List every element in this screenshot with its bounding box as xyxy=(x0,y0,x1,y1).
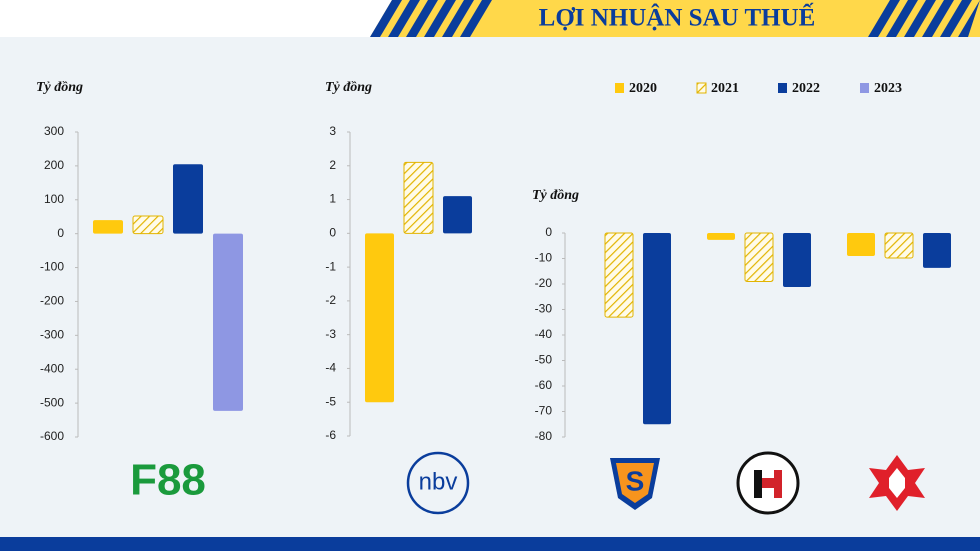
y-tick-label: -2 xyxy=(325,293,336,307)
logo-star xyxy=(869,455,925,511)
legend-label: 2022 xyxy=(792,81,820,96)
y-tick-label: 0 xyxy=(57,226,64,240)
bar xyxy=(707,233,735,240)
y-tick-label: 2 xyxy=(329,158,336,172)
y-tick-label: -50 xyxy=(535,353,553,367)
y-tick-label: -500 xyxy=(40,395,64,409)
bar xyxy=(173,164,203,234)
y-tick-label: -40 xyxy=(535,327,553,341)
y-tick-label: -3 xyxy=(325,327,336,341)
y-axis-label: Tỷ đồng xyxy=(325,80,372,95)
legend-swatch xyxy=(860,83,869,93)
title-band xyxy=(370,0,980,37)
y-tick-label: -600 xyxy=(40,429,64,443)
y-tick-label: -80 xyxy=(535,429,553,443)
y-tick-label: -300 xyxy=(40,328,64,342)
y-tick-label: -10 xyxy=(535,251,553,265)
y-tick-label: -6 xyxy=(325,428,336,442)
y-tick-label: -30 xyxy=(535,302,553,316)
category-logo: nbv xyxy=(419,468,458,495)
bar xyxy=(403,161,434,234)
logo-ring xyxy=(406,451,470,515)
logo-s: S xyxy=(610,458,660,510)
bar xyxy=(93,220,123,234)
y-axis-label: Tỷ đồng xyxy=(36,80,83,95)
bar xyxy=(604,232,634,318)
bar xyxy=(923,233,951,268)
y-tick-label: 300 xyxy=(44,124,64,138)
logo-hm xyxy=(736,451,800,515)
bar xyxy=(884,232,914,259)
category-logo: F88 xyxy=(130,456,206,505)
y-tick-label: -200 xyxy=(40,294,64,308)
bar xyxy=(443,196,472,234)
legend-label: 2021 xyxy=(711,81,739,96)
page-title: LỢI NHUẬN SAU THUẾ xyxy=(539,3,816,32)
legend-label: 2023 xyxy=(874,81,902,96)
bar xyxy=(213,233,243,411)
header-stripes xyxy=(370,0,980,37)
y-tick-label: -1 xyxy=(325,259,336,273)
bar xyxy=(643,233,671,425)
y-tick-label: 200 xyxy=(44,158,64,172)
bar xyxy=(744,232,774,282)
legend-swatch xyxy=(696,82,707,94)
legend-swatch xyxy=(778,83,787,93)
y-tick-label: -5 xyxy=(325,394,336,408)
legend-label: 2020 xyxy=(629,81,657,96)
y-tick-label: 1 xyxy=(329,192,336,206)
y-tick-label: 0 xyxy=(545,225,552,239)
svg-text:S: S xyxy=(626,465,645,496)
y-tick-label: -20 xyxy=(535,276,553,290)
bar xyxy=(847,233,875,256)
y-tick-label: 3 xyxy=(329,124,336,138)
y-axis-label: Tỷ đồng xyxy=(532,188,579,203)
y-tick-label: -70 xyxy=(535,404,553,418)
bar xyxy=(783,233,811,288)
y-tick-label: -400 xyxy=(40,361,64,375)
y-tick-label: -60 xyxy=(535,378,553,392)
footer-band xyxy=(0,537,980,551)
bar xyxy=(365,233,394,403)
bar xyxy=(132,215,164,235)
y-tick-label: -4 xyxy=(325,361,336,375)
legend-swatch xyxy=(615,83,624,93)
y-tick-label: -100 xyxy=(40,260,64,274)
y-tick-label: 100 xyxy=(44,192,64,206)
y-tick-label: 0 xyxy=(329,226,336,240)
